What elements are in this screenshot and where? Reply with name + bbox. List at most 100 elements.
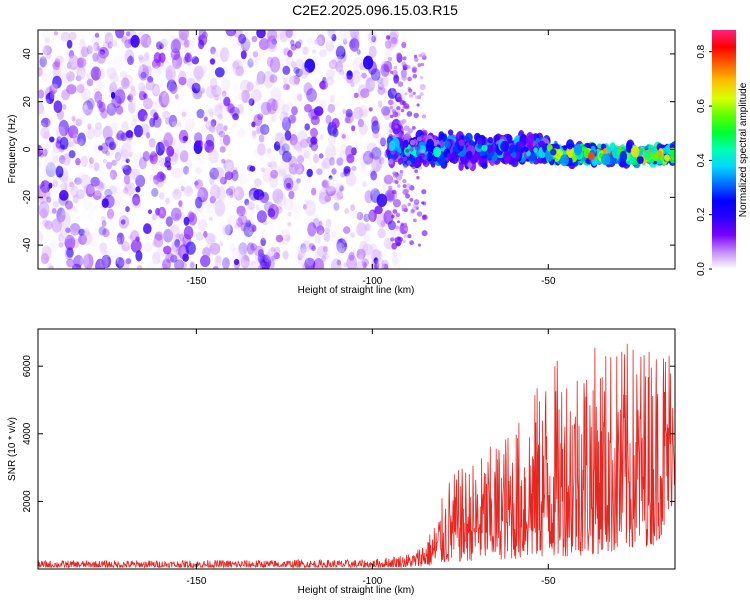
spectrogram-cell [200, 123, 208, 133]
spectrogram-cell [113, 93, 125, 110]
spectrogram-cell [216, 123, 224, 136]
spectrogram-cell [59, 190, 69, 201]
spectrogram-cell [91, 138, 96, 145]
spectrogram-cell [238, 173, 248, 185]
spectrogram-cell [155, 192, 160, 198]
spectrogram-cell [93, 126, 103, 138]
spectrogram-cell [39, 212, 45, 218]
spectrogram-cell [259, 49, 265, 58]
spectrogram-cell [322, 168, 327, 175]
spectrogram-cell [379, 227, 386, 235]
spectrogram-cell [79, 49, 85, 58]
spectrogram-cell [193, 65, 204, 80]
spectrogram-cell [345, 145, 354, 159]
spectrogram-cell [231, 139, 241, 149]
spectrogram-cell [214, 94, 220, 101]
spectrogram-cell [56, 207, 66, 223]
spectrogram-cell [377, 258, 385, 268]
spectrogram-cell [90, 176, 100, 187]
spectrogram-cell [38, 260, 43, 269]
spectrogram-cell [362, 241, 369, 249]
spectrogram-cell [225, 30, 237, 37]
spectrogram-cell [243, 261, 252, 269]
spectrogram-cell [90, 156, 98, 164]
spectrogram-cell [247, 78, 257, 88]
spectrogram-cell [326, 80, 336, 95]
spectrogram-cell [214, 255, 223, 267]
spectrogram-cell [138, 156, 147, 170]
spectrogram-cell [363, 155, 369, 162]
spectrogram-cell [394, 124, 399, 129]
spectrogram-cell [123, 174, 131, 185]
spectrogram-cell [232, 84, 239, 92]
spectrogram-cell [525, 132, 535, 145]
spectrogram-cell [384, 40, 392, 49]
spectrogram-cell [218, 113, 223, 120]
spectrogram-cell [271, 99, 279, 111]
spectrogram-cell [587, 152, 596, 161]
spectrogram-cell [343, 38, 348, 45]
spectrogram-cell [169, 137, 177, 147]
spectrogram-cell [143, 223, 152, 235]
spectrogram-cell [38, 201, 50, 219]
spectrogram-cell [129, 168, 141, 180]
spectrogram-cell [227, 117, 235, 126]
spectrogram-cell [133, 152, 143, 167]
spectrogram-cell [296, 130, 308, 146]
spectrogram-cell [100, 142, 109, 154]
spectrogram-cell [158, 67, 163, 75]
spectrogram-cell [269, 74, 278, 83]
spectrogram-cell [140, 123, 150, 136]
spectrogram-cell [237, 44, 244, 52]
spectrogram-cell [343, 226, 351, 234]
spectrogram-cell [39, 56, 47, 68]
spectrogram-cell [105, 150, 111, 156]
spectrogram-cell [73, 133, 79, 140]
spectrogram-cell [409, 147, 414, 152]
spectrogram-cell [162, 252, 169, 261]
spectrogram-cell [59, 155, 66, 165]
spectrogram-cell [173, 189, 179, 196]
spectrogram-cell [43, 159, 51, 167]
spectrogram-cell [291, 77, 298, 87]
spectrogram-cell [52, 116, 58, 122]
spectrogram-cell [409, 240, 414, 246]
spectrogram-cell [75, 189, 85, 200]
spectrogram-cell [176, 101, 184, 112]
spectrogram-cell [167, 82, 177, 96]
spectrogram-cell [184, 52, 192, 63]
spectrogram-cell [511, 151, 517, 159]
spectrogram-cell [172, 60, 178, 69]
spectrogram-cell [421, 230, 428, 237]
spectrogram-cell [338, 224, 347, 236]
spectrogram-cell [190, 30, 200, 41]
spectrogram-cell [76, 57, 87, 68]
spectrogram-cell [291, 106, 298, 116]
spectrogram-cell [68, 55, 80, 71]
spectrogram-cell [108, 34, 118, 48]
spectrogram-cell [325, 37, 332, 46]
spectrogram-cell [78, 43, 88, 53]
spectrogram-cell [546, 143, 553, 152]
spectrogram-cell [200, 66, 209, 75]
spectrogram-cell [305, 255, 315, 266]
spectrogram-cell [408, 88, 413, 93]
spectrogram-cell [281, 116, 292, 131]
spectrogram-cell [387, 99, 394, 106]
spectrogram-cell [420, 134, 425, 140]
spectrogram-cell [274, 166, 282, 175]
spectrogram-cell [302, 204, 307, 210]
spectrogram-cell [70, 185, 79, 198]
spectrogram-cell [365, 77, 376, 92]
spectrogram-cell [52, 179, 59, 188]
spectrogram-cell [260, 48, 265, 54]
spectrogram-cell [153, 174, 160, 185]
spectrogram-cell [85, 241, 90, 248]
spectrogram-cell [115, 174, 122, 185]
spectrogram-cell [227, 214, 239, 231]
spectrogram-cell [390, 55, 395, 62]
spectrogram-cell [111, 57, 122, 72]
spectrogram-cell [334, 223, 342, 232]
spectrogram-cell [284, 130, 292, 141]
spectrogram-cell [164, 34, 175, 47]
